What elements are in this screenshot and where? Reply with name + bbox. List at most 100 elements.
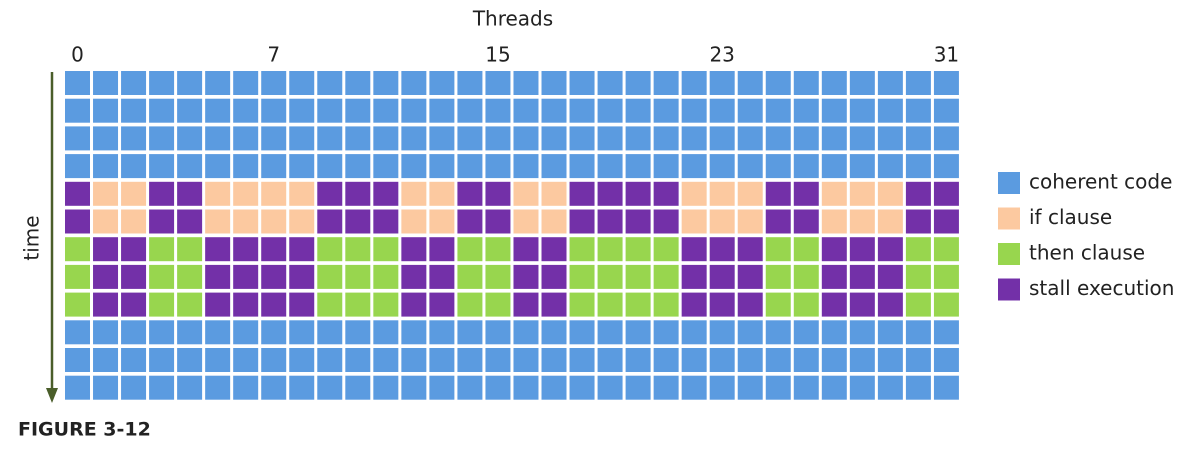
cell bbox=[681, 292, 707, 317]
cell bbox=[905, 237, 931, 262]
cell bbox=[177, 71, 203, 95]
cell bbox=[793, 181, 819, 206]
cell bbox=[485, 154, 511, 179]
thread-grid bbox=[65, 71, 959, 400]
cell bbox=[149, 209, 175, 234]
cell bbox=[457, 209, 483, 234]
cell bbox=[317, 154, 343, 179]
cell bbox=[849, 209, 875, 234]
cell bbox=[821, 320, 847, 345]
cell bbox=[681, 181, 707, 206]
cell bbox=[681, 71, 707, 95]
cell bbox=[65, 71, 90, 95]
cell bbox=[485, 98, 511, 123]
cell bbox=[177, 209, 203, 234]
cell bbox=[569, 375, 595, 400]
cell bbox=[429, 154, 455, 179]
cell bbox=[205, 154, 231, 179]
caption: FIGURE 3-12 bbox=[18, 419, 151, 441]
cell bbox=[205, 71, 231, 95]
cell bbox=[289, 292, 315, 317]
cell bbox=[877, 375, 903, 400]
cell bbox=[177, 98, 203, 123]
cell bbox=[373, 126, 399, 151]
cell bbox=[653, 126, 679, 151]
cell bbox=[233, 264, 259, 289]
cell bbox=[569, 126, 595, 151]
cell bbox=[485, 71, 511, 95]
cell bbox=[569, 181, 595, 206]
cell bbox=[205, 348, 231, 372]
cell bbox=[345, 237, 371, 262]
cell bbox=[737, 71, 763, 95]
cell bbox=[317, 98, 343, 123]
cell bbox=[541, 98, 567, 123]
cell bbox=[121, 237, 147, 262]
cell bbox=[933, 98, 959, 123]
cell bbox=[317, 71, 343, 95]
cell bbox=[429, 71, 455, 95]
cell bbox=[933, 237, 959, 262]
cell bbox=[485, 320, 511, 345]
cell bbox=[933, 209, 959, 234]
cell bbox=[261, 237, 287, 262]
cell bbox=[625, 181, 651, 206]
cell bbox=[401, 264, 427, 289]
cell bbox=[149, 126, 175, 151]
cell bbox=[121, 375, 147, 400]
cell bbox=[373, 264, 399, 289]
cell bbox=[401, 181, 427, 206]
cell bbox=[905, 126, 931, 151]
cell bbox=[569, 71, 595, 95]
cell bbox=[261, 98, 287, 123]
cell bbox=[121, 126, 147, 151]
cell bbox=[653, 320, 679, 345]
cell bbox=[65, 292, 90, 317]
cell bbox=[597, 292, 623, 317]
cell bbox=[765, 209, 791, 234]
cell bbox=[373, 320, 399, 345]
cell bbox=[905, 375, 931, 400]
cell bbox=[737, 181, 763, 206]
cell bbox=[233, 71, 259, 95]
cell bbox=[65, 375, 90, 400]
cell bbox=[233, 154, 259, 179]
cell bbox=[905, 209, 931, 234]
cell bbox=[933, 264, 959, 289]
cell bbox=[765, 181, 791, 206]
cell bbox=[933, 292, 959, 317]
cell bbox=[233, 237, 259, 262]
cell bbox=[569, 237, 595, 262]
cell bbox=[737, 375, 763, 400]
cell bbox=[681, 209, 707, 234]
cell bbox=[849, 71, 875, 95]
cell bbox=[485, 264, 511, 289]
cell bbox=[653, 98, 679, 123]
cell bbox=[821, 126, 847, 151]
cell bbox=[513, 264, 539, 289]
cell bbox=[877, 181, 903, 206]
cell bbox=[541, 209, 567, 234]
cell bbox=[149, 264, 175, 289]
cell bbox=[793, 209, 819, 234]
cell bbox=[513, 71, 539, 95]
cell bbox=[373, 71, 399, 95]
cell bbox=[569, 98, 595, 123]
cell bbox=[65, 181, 90, 206]
cell bbox=[681, 264, 707, 289]
cell bbox=[877, 237, 903, 262]
cell bbox=[933, 320, 959, 345]
cell bbox=[401, 209, 427, 234]
cell bbox=[93, 237, 119, 262]
cell bbox=[485, 348, 511, 372]
cell bbox=[457, 181, 483, 206]
cell bbox=[625, 126, 651, 151]
cell bbox=[821, 71, 847, 95]
cell bbox=[513, 209, 539, 234]
cell bbox=[737, 320, 763, 345]
title: Threads bbox=[472, 7, 553, 31]
cell bbox=[121, 320, 147, 345]
cell bbox=[233, 348, 259, 372]
cell bbox=[513, 292, 539, 317]
cell bbox=[233, 181, 259, 206]
